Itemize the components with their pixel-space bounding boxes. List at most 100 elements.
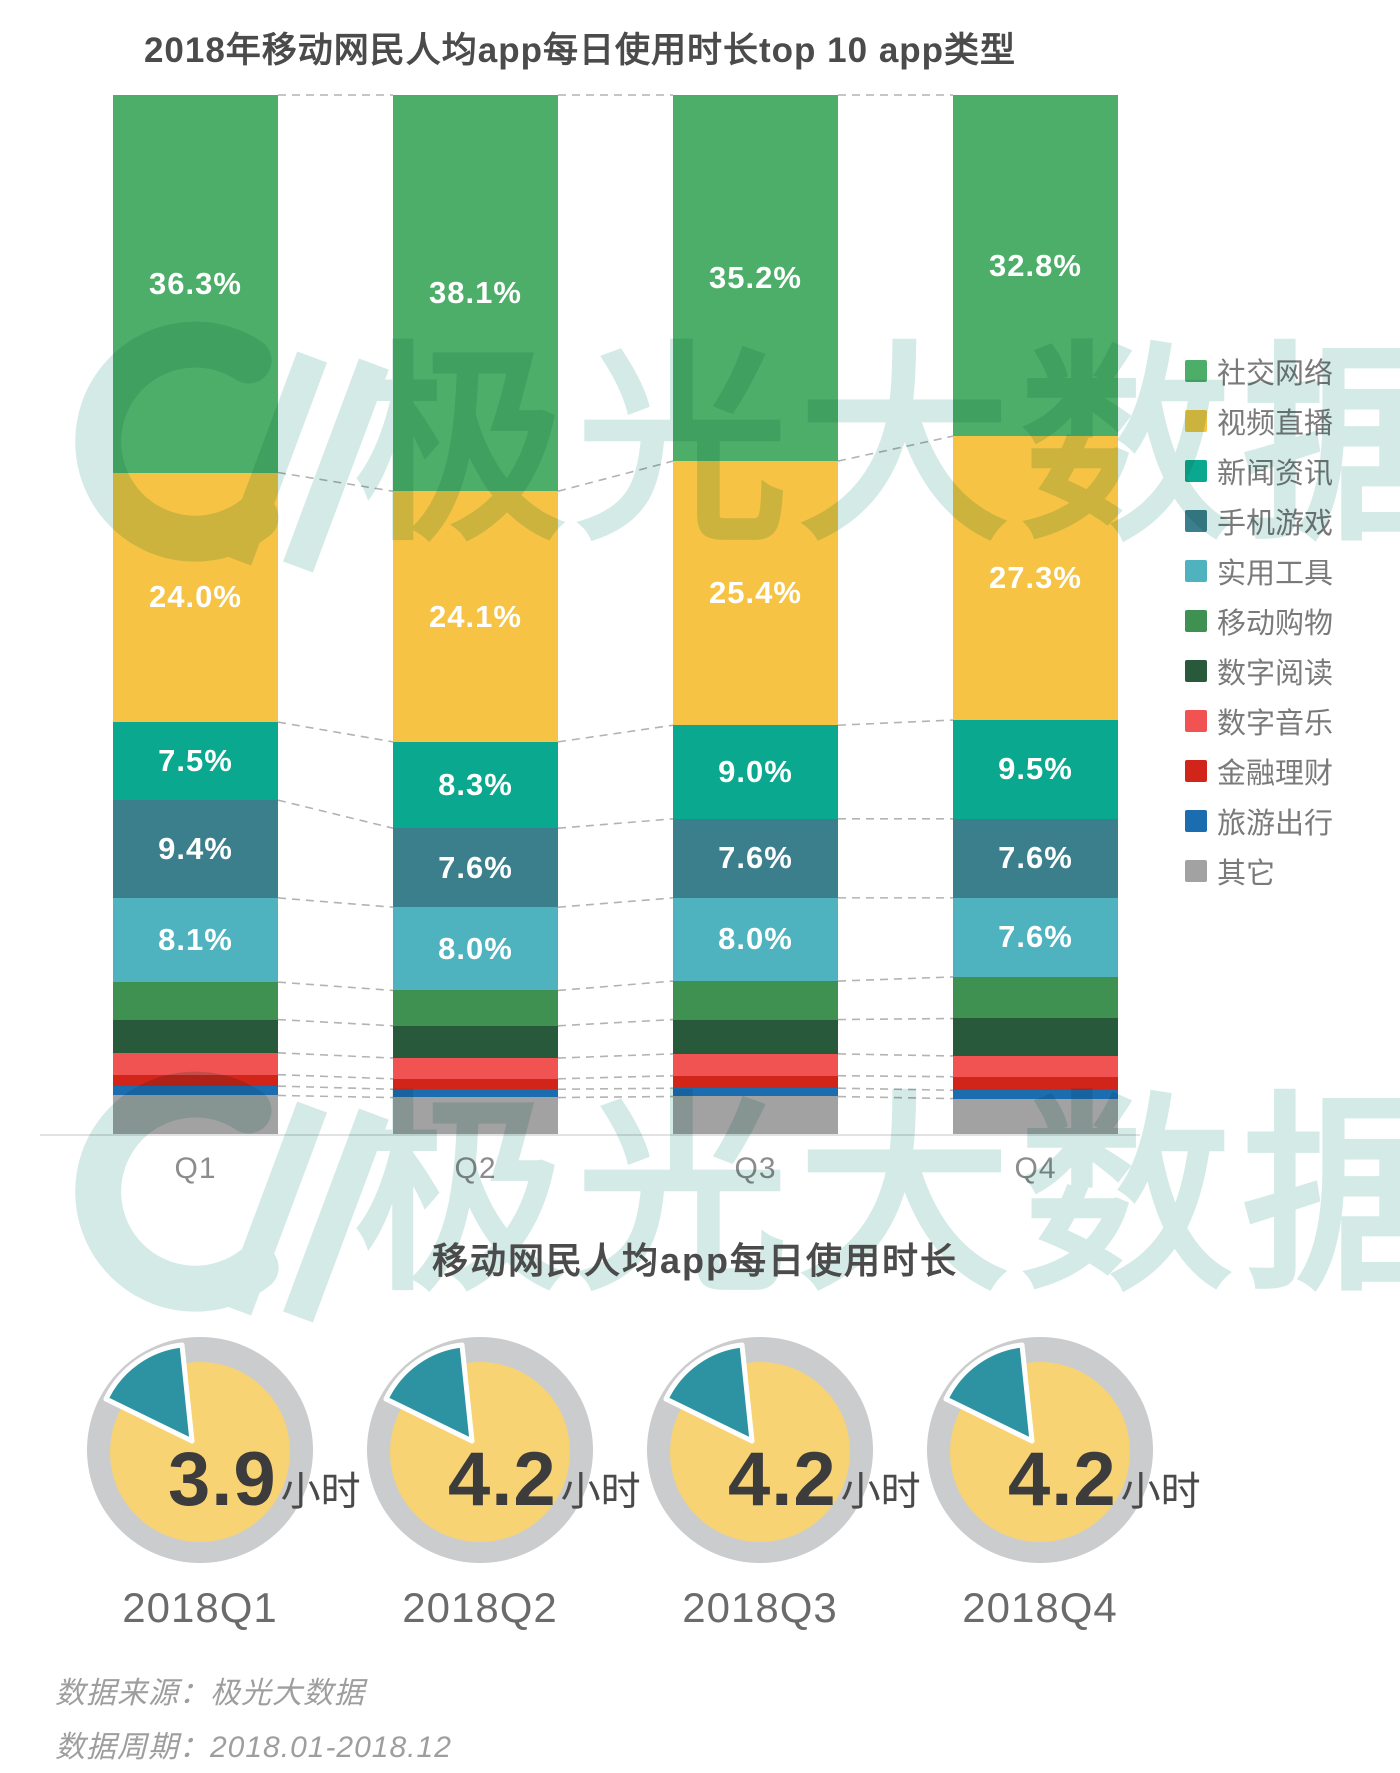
data-source-note: 数据来源：极光大数据 — [55, 1677, 365, 1710]
segment-新闻资讯: 7.5% — [113, 722, 278, 801]
legend-label: 金融理财 — [1217, 758, 1334, 790]
segment-新闻资讯: 9.0% — [673, 725, 838, 819]
segment-旅游出行 — [673, 1088, 838, 1097]
segment-移动购物 — [393, 990, 558, 1026]
hours-number: 4.2 — [1008, 1437, 1117, 1522]
segment-移动购物 — [953, 976, 1118, 1019]
legend-label: 视频直播 — [1217, 408, 1334, 440]
segment-视频直播: 27.3% — [953, 436, 1118, 721]
segment-value-label: 24.1% — [429, 598, 522, 634]
legend-label: 社交网络 — [1217, 358, 1334, 390]
legend-swatch-icon — [1185, 810, 1207, 832]
segment-社交网络: 36.3% — [113, 95, 278, 473]
segment-value-label: 8.1% — [158, 921, 233, 957]
hours-unit: 小时 — [840, 1470, 921, 1514]
donut-2018Q1: 3.9 小时 2018Q1 — [50, 1330, 361, 1640]
segment-金融理财 — [673, 1075, 838, 1089]
hours-unit: 小时 — [280, 1470, 361, 1514]
segment-手机游戏: 9.4% — [113, 800, 278, 898]
legend-item-金融理财: 金融理财 — [1185, 746, 1333, 796]
segment-value-label: 38.1% — [429, 275, 522, 311]
segment-移动购物 — [673, 981, 838, 1020]
hours-number: 4.2 — [448, 1437, 557, 1522]
segment-实用工具: 7.6% — [953, 897, 1118, 977]
segment-视频直播: 24.1% — [393, 491, 558, 742]
donut-section-title: 移动网民人均app每日使用时长 — [431, 1240, 958, 1281]
donut-quarter-label: 2018Q3 — [682, 1584, 838, 1631]
x-axis-label: Q1 — [174, 1152, 217, 1185]
legend-swatch-icon — [1185, 460, 1207, 482]
segment-手机游戏: 7.6% — [673, 818, 838, 898]
legend-swatch-icon — [1185, 560, 1207, 582]
legend-swatch-icon — [1185, 860, 1207, 882]
hours-value: 4.2 小时 — [448, 1436, 641, 1523]
clock-pie-icon — [647, 1337, 873, 1563]
legend-label: 旅游出行 — [1217, 808, 1334, 840]
segment-value-label: 25.4% — [709, 575, 802, 611]
x-axis-label: Q4 — [1014, 1152, 1057, 1185]
segment-value-label: 24.0% — [149, 579, 242, 615]
segment-value-label: 9.5% — [998, 751, 1073, 787]
segment-视频直播: 24.0% — [113, 472, 278, 723]
legend-swatch-icon — [1185, 360, 1207, 382]
segment-金融理财 — [953, 1076, 1118, 1091]
legend-item-社交网络: 社交网络 — [1185, 346, 1333, 396]
segment-社交网络: 35.2% — [673, 95, 838, 462]
legend-label: 手机游戏 — [1217, 508, 1334, 540]
segment-value-label: 7.6% — [438, 849, 513, 885]
legend-item-新闻资讯: 新闻资讯 — [1185, 446, 1333, 496]
segment-value-label: 8.3% — [438, 767, 513, 803]
segment-value-label: 9.4% — [158, 830, 233, 866]
segment-数字阅读 — [113, 1019, 278, 1053]
segment-金融理财 — [113, 1074, 278, 1087]
hours-unit: 小时 — [1120, 1470, 1201, 1514]
segment-value-label: 35.2% — [709, 260, 802, 296]
segment-旅游出行 — [393, 1089, 558, 1098]
legend-item-数字音乐: 数字音乐 — [1185, 696, 1333, 746]
hours-number: 3.9 — [168, 1437, 277, 1522]
segment-value-label: 8.0% — [718, 921, 793, 957]
segment-value-label: 8.0% — [438, 930, 513, 966]
segment-value-label: 27.3% — [989, 560, 1082, 596]
clock-pie-icon — [367, 1337, 593, 1563]
segment-其它 — [393, 1097, 558, 1135]
segment-移动购物 — [113, 982, 278, 1020]
legend-label: 数字阅读 — [1217, 658, 1334, 690]
segment-value-label: 7.6% — [998, 919, 1073, 955]
legend-label: 数字音乐 — [1217, 708, 1334, 740]
bar-Q2: 38.1% 24.1% 8.3% 7.6% 8.0% — [393, 95, 558, 1135]
segment-实用工具: 8.0% — [673, 897, 838, 982]
legend-label: 其它 — [1217, 858, 1276, 890]
legend-label: 新闻资讯 — [1217, 458, 1334, 490]
segment-社交网络: 32.8% — [953, 95, 1118, 437]
legend: 社交网络视频直播新闻资讯手机游戏实用工具移动购物数字阅读数字音乐金融理财旅游出行… — [1185, 346, 1333, 896]
legend-item-实用工具: 实用工具 — [1185, 546, 1333, 596]
segment-旅游出行 — [113, 1086, 278, 1096]
legend-swatch-icon — [1185, 610, 1207, 632]
legend-swatch-icon — [1185, 660, 1207, 682]
segment-其它 — [673, 1096, 838, 1135]
legend-label: 移动购物 — [1217, 608, 1334, 640]
segment-value-label: 7.5% — [158, 743, 233, 779]
legend-item-视频直播: 视频直播 — [1185, 396, 1333, 446]
segment-视频直播: 25.4% — [673, 461, 838, 726]
segment-其它 — [113, 1095, 278, 1135]
x-axis-label: Q3 — [734, 1152, 777, 1185]
segment-数字阅读 — [673, 1019, 838, 1054]
segment-数字音乐 — [953, 1055, 1118, 1077]
clock-pie-icon — [87, 1337, 313, 1563]
legend-item-移动购物: 移动购物 — [1185, 596, 1333, 646]
donut-2018Q2: 4.2 小时 2018Q2 — [330, 1330, 641, 1640]
segment-手机游戏: 7.6% — [393, 828, 558, 908]
segment-value-label: 7.6% — [718, 840, 793, 876]
bar-Q1: 36.3% 24.0% 7.5% 9.4% 8.1% — [113, 95, 278, 1135]
segment-value-label: 36.3% — [149, 265, 242, 301]
donut-2018Q3: 4.2 小时 2018Q3 — [610, 1330, 921, 1640]
segment-新闻资讯: 8.3% — [393, 741, 558, 829]
clock-pie-icon — [927, 1337, 1153, 1563]
donut-quarter-label: 2018Q2 — [402, 1584, 558, 1631]
legend-swatch-icon — [1185, 410, 1207, 432]
hours-value: 4.2 小时 — [728, 1436, 921, 1523]
segment-value-label: 7.6% — [998, 840, 1073, 876]
legend-swatch-icon — [1185, 760, 1207, 782]
